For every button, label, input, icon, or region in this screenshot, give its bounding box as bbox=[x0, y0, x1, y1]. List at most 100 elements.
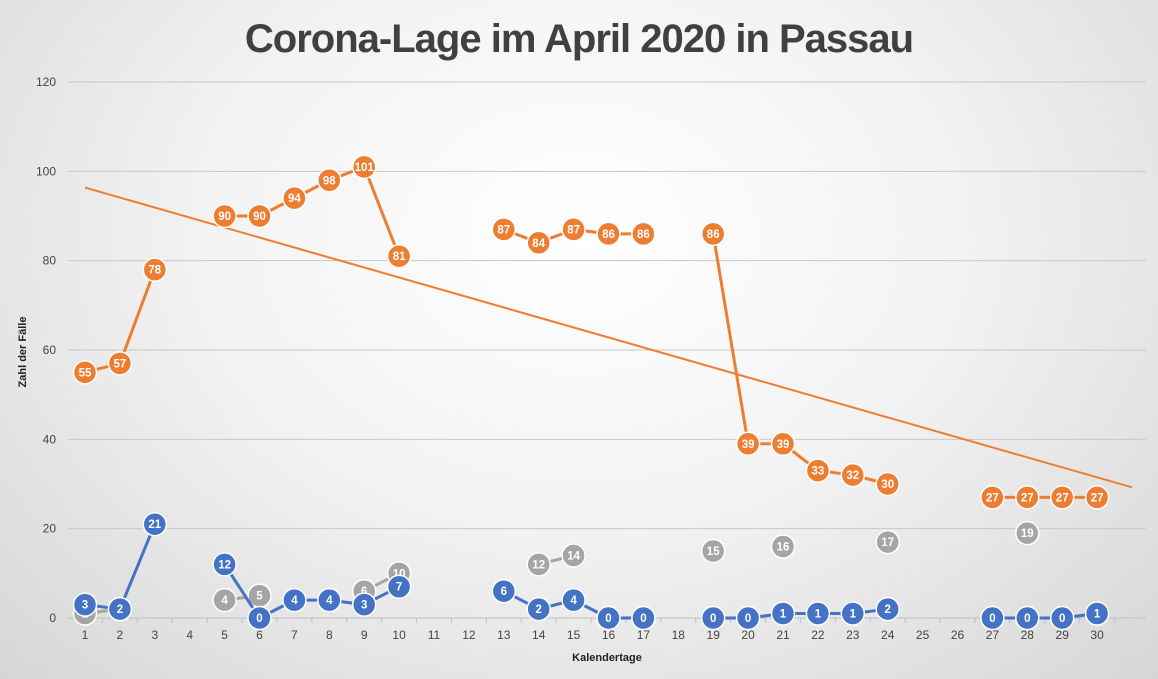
y-tick-label: 60 bbox=[43, 343, 57, 357]
data-point bbox=[1049, 605, 1075, 631]
data-point bbox=[980, 485, 1005, 510]
trendline bbox=[84, 186, 1133, 489]
data-label: 2 bbox=[884, 604, 890, 616]
data-point bbox=[317, 168, 342, 193]
data-label: 90 bbox=[253, 211, 266, 223]
x-tick-label: 9 bbox=[361, 628, 368, 642]
x-tick-label: 17 bbox=[637, 628, 651, 642]
data-label: 0 bbox=[605, 613, 611, 625]
data-label: 4 bbox=[570, 595, 577, 607]
data-point bbox=[142, 257, 168, 282]
data-label: 55 bbox=[79, 367, 92, 379]
x-tick-label: 24 bbox=[881, 628, 895, 642]
data-label: 6 bbox=[501, 586, 507, 598]
chart-title: Corona-Lage im April 2020 in Passau bbox=[245, 17, 913, 61]
x-tick-label: 25 bbox=[916, 628, 930, 642]
y-tick-label: 0 bbox=[49, 611, 56, 625]
y-tick-label: 120 bbox=[36, 75, 56, 89]
x-axis-label: Kalendertage bbox=[572, 652, 642, 664]
data-point bbox=[1015, 485, 1040, 510]
x-tick-label: 19 bbox=[707, 628, 721, 642]
data-label: 87 bbox=[567, 224, 580, 236]
data-label: 0 bbox=[710, 613, 716, 625]
data-label: 1 bbox=[780, 609, 787, 621]
data-label: 21 bbox=[148, 519, 161, 531]
data-point bbox=[596, 605, 621, 631]
data-point bbox=[840, 462, 866, 488]
data-label: 39 bbox=[777, 439, 790, 451]
data-label: 12 bbox=[218, 559, 231, 571]
series-line bbox=[992, 612, 1098, 620]
data-label: 27 bbox=[1021, 492, 1034, 504]
data-label: 27 bbox=[986, 492, 999, 504]
data-point bbox=[700, 538, 726, 564]
data-point bbox=[212, 203, 237, 229]
data-point bbox=[631, 605, 656, 631]
y-axis-label: Zahl der Fälle bbox=[17, 317, 29, 388]
y-tick-label: 80 bbox=[43, 254, 57, 268]
x-axis-ticks: 1 2 3 4 5 6 7 8 9 10 11 12 13 14 15 16 17 18 19 20 21 22 23 24 2… bbox=[82, 618, 1116, 642]
data-point bbox=[247, 605, 272, 631]
x-tick-label: 12 bbox=[462, 628, 476, 642]
data-point bbox=[875, 471, 900, 497]
x-tick-label: 6 bbox=[256, 628, 263, 642]
data-point bbox=[631, 221, 656, 247]
data-point bbox=[212, 552, 237, 577]
data-point bbox=[805, 601, 831, 626]
data-point bbox=[491, 578, 517, 604]
x-tick-label: 30 bbox=[1090, 628, 1104, 642]
x-tick-label: 7 bbox=[291, 628, 298, 642]
data-point bbox=[107, 596, 133, 622]
x-tick-label: 8 bbox=[326, 628, 333, 642]
data-point bbox=[351, 592, 377, 617]
data-point bbox=[700, 605, 726, 631]
x-tick-label: 28 bbox=[1021, 628, 1035, 642]
data-point bbox=[247, 203, 272, 229]
data-label: 3 bbox=[82, 600, 88, 612]
data-point bbox=[840, 601, 866, 626]
data-label: 30 bbox=[881, 479, 894, 491]
data-label: 0 bbox=[745, 613, 751, 625]
data-label: 12 bbox=[532, 559, 545, 571]
data-label: 86 bbox=[602, 229, 615, 241]
data-point bbox=[735, 431, 761, 457]
data-label: 6 bbox=[361, 586, 367, 598]
data-point bbox=[805, 458, 831, 483]
data-label: 98 bbox=[323, 175, 336, 187]
x-tick-label: 20 bbox=[741, 628, 755, 642]
data-label: 57 bbox=[114, 358, 127, 370]
data-label: 4 bbox=[326, 595, 333, 607]
series-layer: 1245610121415161719322112044376240000111… bbox=[72, 154, 1110, 631]
data-point bbox=[1015, 520, 1040, 546]
x-tick-label: 26 bbox=[951, 628, 965, 642]
data-point bbox=[1084, 601, 1110, 626]
x-tick-label: 21 bbox=[776, 628, 790, 642]
data-label: 17 bbox=[881, 537, 894, 549]
data-point bbox=[770, 534, 796, 559]
data-label: 4 bbox=[221, 595, 228, 607]
data-point bbox=[735, 605, 761, 631]
data-point bbox=[875, 529, 900, 555]
x-tick-label: 16 bbox=[602, 628, 616, 642]
data-label: 0 bbox=[640, 613, 646, 625]
data-point bbox=[386, 243, 412, 269]
data-label: 7 bbox=[396, 582, 402, 594]
data-point bbox=[212, 587, 237, 613]
data-label: 4 bbox=[291, 595, 298, 607]
series-line bbox=[84, 523, 157, 611]
data-label: 1 bbox=[1094, 609, 1101, 621]
data-label: 16 bbox=[777, 542, 790, 554]
data-label: 81 bbox=[393, 251, 406, 263]
data-label: 87 bbox=[497, 224, 510, 236]
data-label: 33 bbox=[812, 466, 825, 478]
data-label: 19 bbox=[1021, 528, 1034, 540]
data-point bbox=[1084, 485, 1110, 510]
data-point bbox=[72, 592, 98, 617]
data-point bbox=[72, 360, 98, 385]
data-label: 15 bbox=[707, 546, 720, 558]
y-tick-label: 20 bbox=[43, 522, 57, 536]
y-tick-label: 100 bbox=[36, 164, 56, 178]
data-label: 94 bbox=[288, 193, 301, 205]
x-tick-label: 18 bbox=[672, 628, 686, 642]
